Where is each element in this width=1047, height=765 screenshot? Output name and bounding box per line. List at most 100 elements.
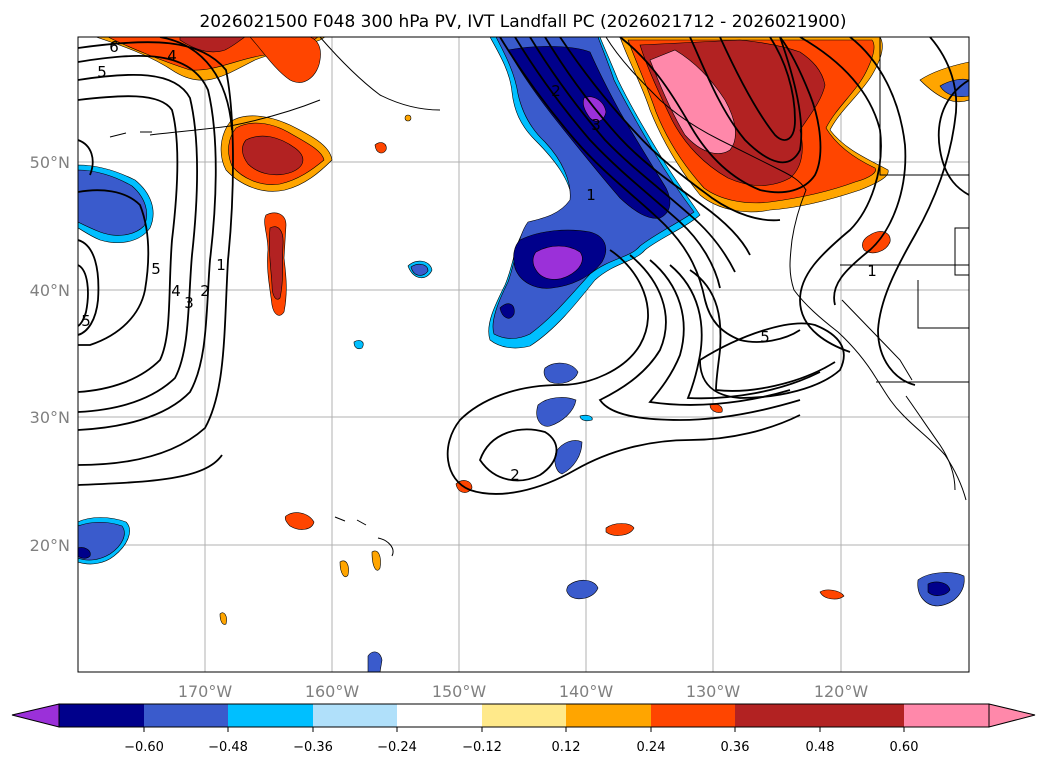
colorbar-segment	[144, 704, 228, 727]
colorbar-segment	[651, 704, 735, 727]
pv-positive-region	[339, 560, 349, 578]
colorbar-segment	[313, 704, 397, 727]
colorbar: −0.60 −0.48 −0.36 −0.24 −0.12 0.12 0.24 …	[11, 703, 1036, 755]
map-frame	[77, 36, 970, 673]
longitude-labels: 170°W 160°W 150°W 140°W 130°W 120°W	[178, 682, 869, 701]
colorbar-tick-label: −0.36	[293, 740, 333, 755]
contour-line	[619, 37, 822, 194]
border-state	[954, 227, 969, 276]
pv-negative-fill	[78, 37, 969, 672]
lat-label: 30°N	[30, 408, 70, 427]
pv-negative-region	[536, 397, 577, 427]
lon-label: 150°W	[432, 682, 487, 701]
contour-line	[78, 264, 89, 327]
coastline-hawaii	[334, 516, 394, 557]
contour-line	[446, 249, 801, 495]
figure-title: 2026021500 F048 300 hPa PV, IVT Landfall…	[199, 12, 846, 32]
lat-label: 40°N	[30, 281, 70, 300]
pv-negative-region	[78, 169, 147, 236]
border-state	[917, 280, 969, 329]
contour-line	[648, 259, 791, 406]
border-canada-usa	[879, 37, 969, 176]
contour-label: 5	[151, 260, 161, 278]
lon-label: 130°W	[686, 682, 741, 701]
contour-label: 2	[510, 466, 520, 484]
ivt-contours	[78, 37, 969, 495]
coastline-aleutians	[149, 99, 321, 136]
contour-line	[499, 37, 801, 343]
contour-line	[78, 189, 150, 346]
pv-positive-region	[249, 37, 321, 83]
pv-negative-region	[78, 521, 125, 561]
contour-line	[78, 41, 234, 466]
colorbar-extend-min	[11, 703, 60, 728]
contour-label: 2	[551, 82, 561, 100]
contour-line	[689, 37, 803, 164]
contour-line	[78, 139, 94, 176]
contour-line	[877, 37, 958, 386]
colorbar-tick-label: −0.24	[377, 740, 417, 755]
colorbar-tick-label: 0.60	[890, 740, 919, 755]
colorbar-segment	[482, 704, 566, 727]
colorbar-tick-label: −0.60	[124, 740, 164, 755]
pv-negative-region	[78, 547, 91, 559]
colorbar-frame	[58, 703, 990, 728]
contour-line	[514, 37, 721, 289]
contour-line	[78, 239, 100, 336]
colorbar-segment	[228, 704, 313, 727]
contour-line	[78, 55, 217, 431]
contour-label: 3	[184, 294, 194, 312]
colorbar-tick-label: 0.24	[637, 740, 666, 755]
coastline-alaska	[319, 37, 441, 111]
contour-line	[78, 95, 179, 393]
contour-label: 4	[171, 282, 181, 300]
pv-negative-region	[554, 440, 583, 475]
colorbar-tick-label: −0.12	[462, 740, 502, 755]
contour-label: 2	[200, 282, 210, 300]
colorbar-segment	[904, 704, 989, 727]
contour-label: 4	[167, 47, 177, 65]
contour-line	[833, 37, 907, 306]
lon-label: 170°W	[178, 682, 233, 701]
contour-label: 5	[97, 63, 107, 81]
pv-negative-region	[927, 581, 951, 596]
contour-line	[544, 37, 751, 256]
lon-label: 160°W	[305, 682, 360, 701]
pv-negative-region	[410, 263, 429, 276]
pv-negative-region	[499, 303, 515, 319]
colorbar-ticks	[143, 727, 905, 732]
coastlines	[109, 37, 969, 557]
coastline-aleutian-islands	[109, 131, 152, 138]
colorbar-tick-label: 0.12	[552, 740, 581, 755]
contour-label: 3	[591, 116, 601, 134]
contour-line	[799, 37, 882, 353]
contour-line	[689, 269, 836, 392]
contour-label: 1	[867, 262, 877, 280]
contour-line	[669, 264, 821, 400]
colorbar-segment	[59, 704, 144, 727]
pv-positive-region	[819, 589, 845, 600]
contour-line	[937, 79, 969, 196]
pv-positive-region	[404, 114, 412, 122]
pv-positive-region	[605, 523, 635, 536]
lon-label: 140°W	[559, 682, 614, 701]
pv-positive-region	[374, 142, 387, 154]
pv-positive-region	[269, 226, 284, 300]
colorbar-tick-label: −0.48	[208, 740, 248, 755]
lat-label: 20°N	[30, 536, 70, 555]
latitude-labels: 50°N 40°N 30°N 20°N	[30, 153, 70, 555]
contour-label: 5	[81, 312, 91, 330]
colorbar-tick-label: 0.48	[806, 740, 835, 755]
colorbar-extend-max	[988, 703, 1036, 728]
border-state	[841, 299, 913, 381]
pv-positive-region	[371, 550, 381, 571]
contour-line	[78, 454, 223, 486]
colorbar-segment	[820, 704, 904, 727]
contour-line	[478, 428, 558, 482]
contour-line	[699, 322, 845, 399]
pv-negative-region	[367, 651, 383, 672]
map-background	[78, 37, 969, 672]
lon-label: 120°W	[814, 682, 869, 701]
contour-label: 5	[760, 328, 770, 346]
contour-label: 1	[216, 256, 226, 274]
